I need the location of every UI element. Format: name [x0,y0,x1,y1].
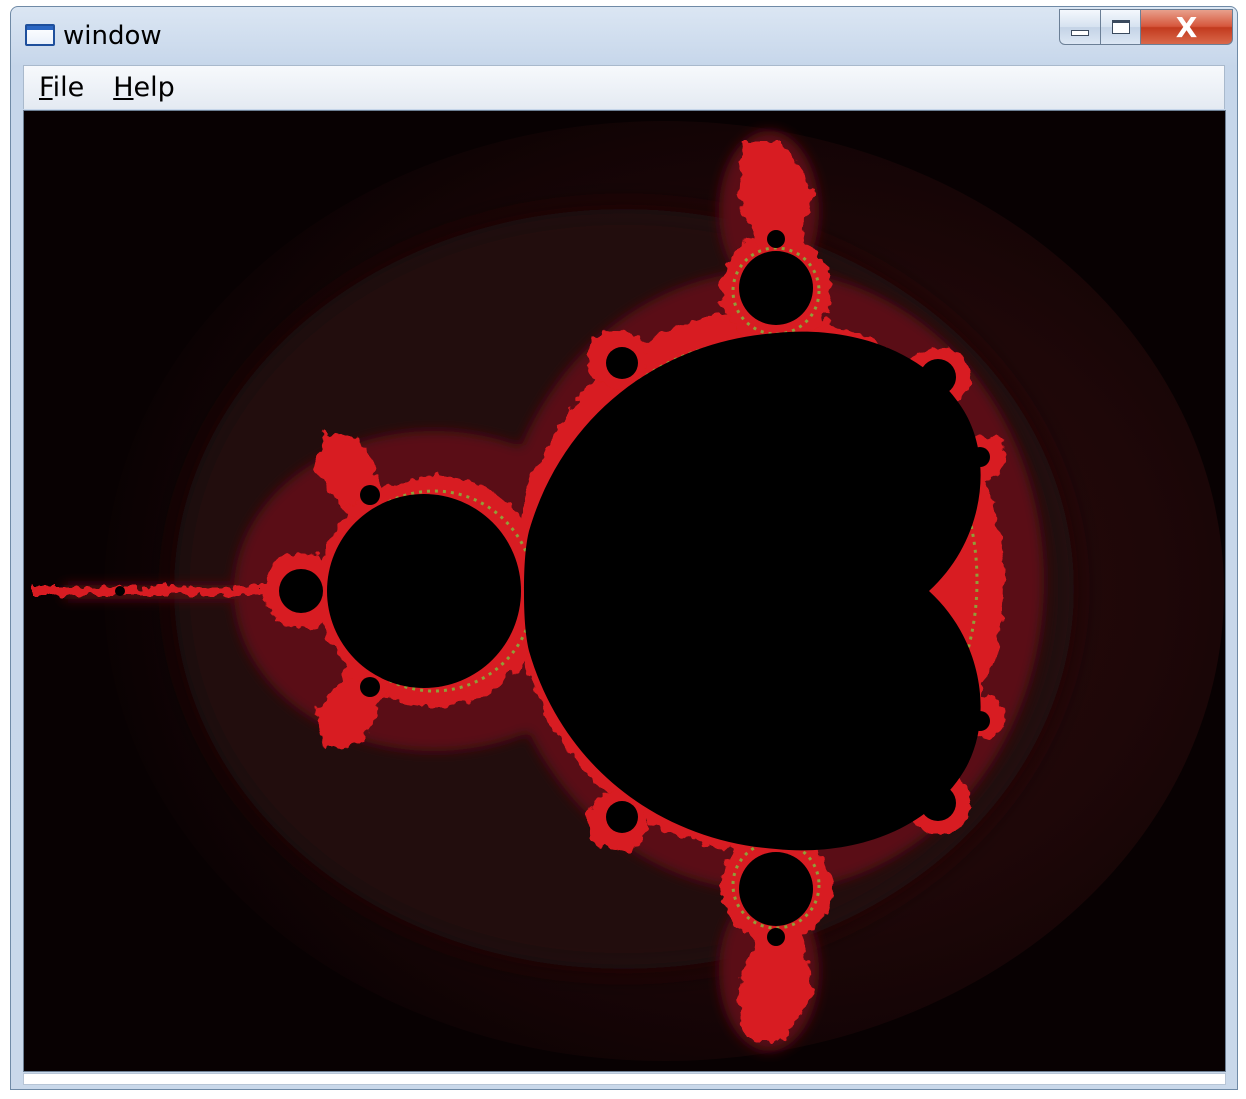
caption-buttons: X [1059,9,1233,47]
menu-file-label: ile [52,72,85,103]
menu-help-mnemonic: H [113,72,134,103]
mandelbrot-set-interior [115,230,990,946]
menu-bar: File Help [23,65,1225,109]
maximize-icon [1111,20,1130,34]
fractal-canvas[interactable] [23,110,1226,1072]
mandelbrot-image [24,111,1225,1071]
close-button[interactable]: X [1141,9,1233,45]
minimize-button[interactable] [1059,9,1101,45]
menu-file[interactable]: File [24,72,98,103]
app-window: window X File Help [10,6,1238,1090]
status-bar [23,1073,1226,1085]
minimize-icon [1071,30,1089,36]
menu-file-mnemonic: F [39,72,53,103]
menu-help-label: elp [133,72,175,103]
title-bar[interactable]: window X [11,7,1237,63]
window-app-icon [25,24,55,46]
close-icon: X [1175,10,1198,44]
menu-help[interactable]: Help [98,72,189,103]
window-title: window [63,21,162,51]
maximize-button[interactable] [1101,9,1141,45]
